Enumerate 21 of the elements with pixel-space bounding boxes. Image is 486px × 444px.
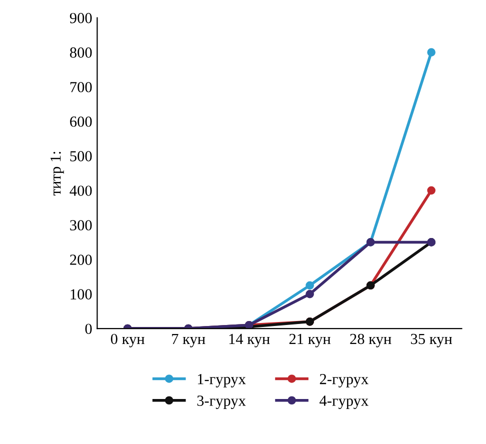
- y-axis-title: титр 1:: [50, 152, 64, 196]
- x-tick-label: 0 кун: [110, 334, 144, 348]
- y-tick-label: 0: [85, 324, 92, 334]
- x-tick-label: 35 кун: [410, 334, 452, 348]
- y-tick-label: 400: [70, 186, 92, 196]
- legend-label: 4-гурух: [320, 396, 368, 410]
- y-tick-label: 800: [70, 47, 92, 58]
- y-tick-label: 700: [70, 82, 92, 92]
- legend-label: 3-гурух: [197, 396, 246, 410]
- y-tick-label: 500: [70, 151, 92, 162]
- x-tick-label: 28 кун: [350, 334, 392, 348]
- legend-label: 1-гурух: [198, 374, 246, 388]
- x-tick-label: 7 кун: [172, 334, 206, 348]
- y-tick-label: 900: [70, 12, 92, 24]
- y-tick-label: 600: [70, 116, 92, 127]
- legend-label: 2-гурух: [320, 374, 368, 388]
- x-tick-label: 14 кун: [229, 334, 270, 348]
- y-tick-label: 100: [70, 289, 92, 300]
- y-tick-label: 200: [70, 254, 92, 265]
- x-tick-label: 21 кун: [289, 334, 331, 348]
- y-tick-label: 300: [70, 220, 92, 230]
